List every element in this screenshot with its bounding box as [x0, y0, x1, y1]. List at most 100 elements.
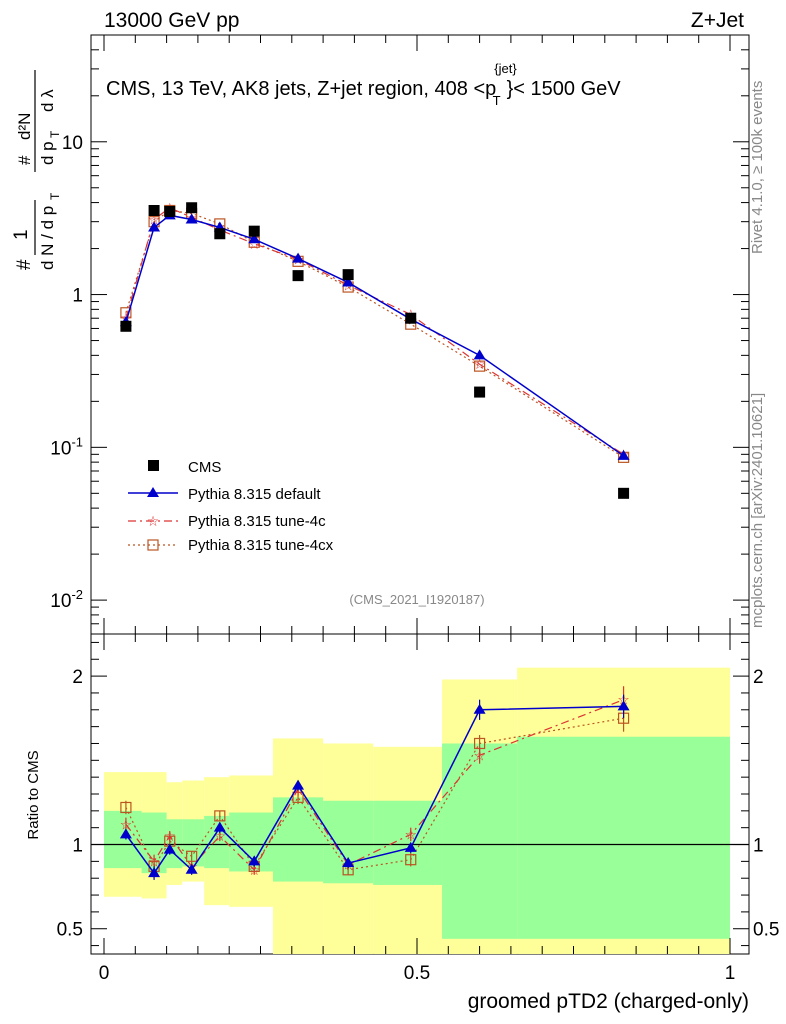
top-y-tick-label: 10-1 — [50, 434, 83, 459]
header-left: 13000 GeV pp — [104, 9, 239, 32]
ratio-point-default — [248, 855, 261, 866]
ratio-point-default — [119, 828, 132, 839]
point-cms — [148, 204, 160, 216]
ratio-point-tune4c: ☆ — [473, 748, 486, 764]
ratio-point-tune4cx — [405, 854, 417, 866]
point-cms — [474, 386, 486, 398]
top-ticks: 10-2 10-1 1 10 — [50, 34, 749, 635]
legend-tune4c-marker: ☆ — [147, 514, 160, 530]
ratio-point-tune4c: ☆ — [120, 817, 133, 833]
point-tune4cx — [474, 360, 486, 372]
ratio-point-tune4c: ☆ — [163, 829, 176, 845]
plot-title-main: CMS, 13 TeV, AK8 jets, Z+jet region, 408… — [106, 78, 496, 100]
ratio-point-default — [163, 843, 176, 854]
point-cms — [214, 228, 226, 240]
legend-default-marker — [147, 487, 159, 497]
x-tick-label: 0 — [99, 963, 110, 984]
ratio-point-default — [292, 779, 305, 790]
x-tick-label: 0.5 — [404, 963, 430, 984]
svg-text:T: T — [48, 192, 62, 200]
ratio-point-tune4cx — [120, 801, 132, 814]
point-default — [617, 449, 630, 460]
ratio-point-default — [213, 821, 226, 832]
series-line-default — [125, 214, 625, 457]
ratio-point-tune4cx — [186, 850, 198, 862]
svg-text:1: 1 — [11, 229, 32, 240]
svg-text:#: # — [14, 259, 35, 270]
ratio-point-default — [342, 857, 355, 868]
ratio-point-default — [617, 700, 630, 711]
ratio-y-tick-label-left: 1 — [72, 836, 83, 857]
ratio-y-tick-label-right: 1 — [753, 836, 764, 857]
plot-title-sup: {jet} — [494, 61, 517, 76]
svg-text:#: # — [15, 155, 34, 165]
point-cms — [186, 202, 198, 214]
top-y-tick-label: 1 — [72, 286, 83, 307]
ratio-point-default — [473, 703, 486, 714]
ratio-band-inner — [273, 797, 324, 882]
legend-cms-label: CMS — [188, 459, 221, 476]
ratio-band-inner — [442, 743, 518, 939]
legend: CMS Pythia 8.315 default ☆ Pythia 8.315 … — [128, 459, 334, 554]
point-cms — [120, 320, 132, 332]
point-cms — [342, 269, 354, 281]
x-tick-label: 1 — [725, 963, 736, 984]
ratio-y-tick-label-right: 0.5 — [753, 920, 779, 941]
ratio-band-inner — [182, 819, 205, 867]
plot-title-end: }< 1500 GeV — [507, 78, 622, 100]
ratio-y-tick-label-right: 2 — [753, 667, 764, 688]
ratio-marks: ☆☆☆☆☆☆☆☆☆☆☆ — [120, 686, 630, 880]
ratio-point-default — [404, 841, 417, 852]
ratio-y-axis-label: Ratio to CMS — [25, 750, 42, 839]
ratio-line-tune4cx — [125, 717, 624, 871]
plot-title-sub: T — [493, 93, 501, 108]
legend-tune4cx-marker — [147, 539, 159, 551]
y-axis-label: # 1 d N / d p T # d²N d p T d λ — [11, 70, 62, 270]
ratio-point-tune4c: ☆ — [404, 827, 417, 843]
point-cms — [248, 225, 260, 237]
legend-tune4cx-label: Pythia 8.315 tune-4cx — [188, 537, 334, 554]
point-default — [292, 252, 305, 263]
svg-text:d p: d p — [38, 141, 57, 165]
ratio-y-tick-label-left: 2 — [72, 667, 83, 688]
ratio-point-tune4c: ☆ — [148, 854, 161, 870]
ratio-y-tick-label-left: 0.5 — [57, 920, 83, 941]
header-right: Z+Jet — [691, 9, 744, 32]
plot-title: CMS, 13 TeV, AK8 jets, Z+jet region, 408… — [106, 61, 621, 108]
point-default — [473, 349, 486, 360]
point-tune4c: ☆ — [473, 357, 486, 373]
ratio-point-default — [148, 867, 161, 878]
side-label-top: Rivet 4.1.0, ≥ 100k events — [749, 81, 766, 254]
point-cms — [405, 312, 417, 324]
ratio-band-inner — [517, 736, 730, 939]
series-line-tune4cx — [125, 209, 624, 458]
ratio-band-inner — [104, 810, 142, 869]
svg-text:d λ: d λ — [38, 89, 57, 112]
point-default — [248, 233, 261, 244]
analysis-tag: (CMS_2021_I1920187) — [349, 592, 484, 607]
point-cms — [164, 205, 176, 217]
ratio-point-tune4cx — [214, 810, 226, 822]
top-marks: ☆☆☆☆☆☆☆☆☆☆☆ — [120, 201, 630, 499]
ratio-ticks: 0 0.5 1 0.5 0.5 1 1 2 2 — [57, 634, 779, 984]
svg-text:T: T — [48, 130, 62, 138]
legend-tune4c-label: Pythia 8.315 tune-4c — [188, 513, 326, 530]
point-default — [185, 213, 198, 224]
top-y-tick-label: 10 — [62, 133, 83, 154]
ratio-band-inner — [373, 800, 443, 885]
series-line-tune4c — [125, 207, 624, 455]
ratio-point-tune4c: ☆ — [248, 863, 261, 879]
ratio-bands — [104, 667, 730, 954]
point-cms — [618, 487, 630, 499]
legend-default-label: Pythia 8.315 default — [188, 486, 321, 503]
ratio-point-default — [185, 863, 198, 874]
svg-text:d²N: d²N — [15, 113, 34, 140]
legend-cms-marker — [148, 460, 159, 471]
point-default — [342, 276, 355, 287]
point-cms — [292, 270, 304, 282]
svg-text:d N / d p: d N / d p — [38, 206, 57, 270]
top-y-tick-label: 10-2 — [50, 587, 83, 612]
side-label-bottom: mcplots.cern.ch [arXiv:2401.10621] — [749, 393, 766, 628]
point-default — [148, 221, 161, 232]
